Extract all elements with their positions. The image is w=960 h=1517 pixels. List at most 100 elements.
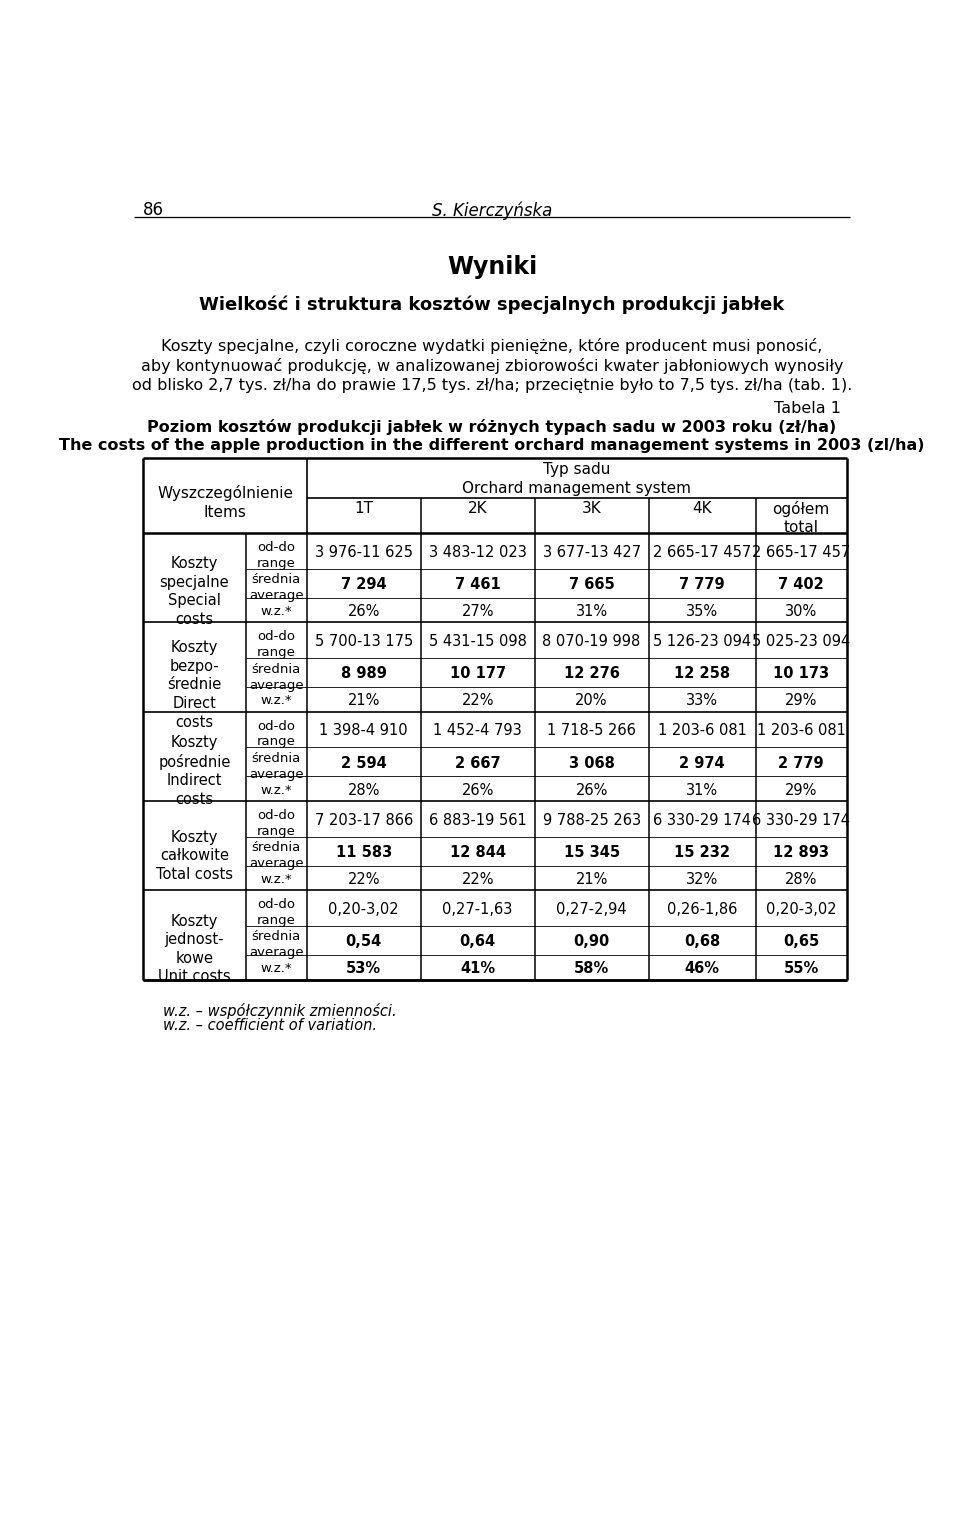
Text: Koszty
bezpo-
średnie
Direct
costs: Koszty bezpo- średnie Direct costs [167,640,222,730]
Text: ogółem
total: ogółem total [773,501,829,536]
Text: w.z.*: w.z.* [260,962,292,975]
Text: Koszty
specjalne
Special
costs: Koszty specjalne Special costs [159,557,229,627]
Text: 3 483-12 023: 3 483-12 023 [429,545,527,560]
Text: średnia
average: średnia average [249,840,303,871]
Text: 0,27-2,94: 0,27-2,94 [556,903,627,916]
Text: 0,20-3,02: 0,20-3,02 [766,903,836,916]
Text: 1 398-4 910: 1 398-4 910 [320,724,408,739]
Text: 7 461: 7 461 [455,576,500,592]
Text: 0,68: 0,68 [684,934,720,950]
Text: 1 203-6 081: 1 203-6 081 [658,724,747,739]
Text: 29%: 29% [785,693,817,708]
Text: w.z.*: w.z.* [260,695,292,707]
Text: 0,27-1,63: 0,27-1,63 [443,903,513,916]
Text: 3 068: 3 068 [568,755,614,771]
Text: 21%: 21% [348,693,380,708]
Text: 5 431-15 098: 5 431-15 098 [429,634,527,649]
Text: 1 203-6 081: 1 203-6 081 [756,724,846,739]
Text: S. Kierczyńska: S. Kierczyńska [432,202,552,220]
Text: 5 700-13 175: 5 700-13 175 [315,634,413,649]
Text: 8 070-19 998: 8 070-19 998 [542,634,640,649]
Text: 6 330-29 174: 6 330-29 174 [753,813,851,828]
Text: 22%: 22% [462,872,493,887]
Text: 9 788-25 263: 9 788-25 263 [542,813,640,828]
Text: 1T: 1T [354,501,373,516]
Text: 86: 86 [143,202,164,220]
Text: 15 232: 15 232 [674,845,730,860]
Text: 7 294: 7 294 [341,576,387,592]
Text: Wyniki: Wyniki [446,255,538,279]
Text: 10 173: 10 173 [773,666,829,681]
Text: od blisko 2,7 tys. zł/ha do prawie 17,5 tys. zł/ha; przeciętnie było to 7,5 tys.: od blisko 2,7 tys. zł/ha do prawie 17,5 … [132,378,852,393]
Text: 0,65: 0,65 [783,934,819,950]
Text: The costs of the apple production in the different orchard management systems in: The costs of the apple production in the… [60,438,924,452]
Text: 6 883-19 561: 6 883-19 561 [429,813,526,828]
Text: w.z. – współczynnik zmienności.: w.z. – współczynnik zmienności. [162,1003,396,1019]
Text: 29%: 29% [785,783,817,798]
Text: 22%: 22% [348,872,380,887]
Text: 2 665-17 457: 2 665-17 457 [752,545,851,560]
Text: 7 402: 7 402 [779,576,824,592]
Text: od-do
range: od-do range [256,630,296,660]
Text: 12 844: 12 844 [449,845,506,860]
Text: 0,64: 0,64 [460,934,495,950]
Text: w.z.*: w.z.* [260,784,292,796]
Text: Koszty specjalne, czyli coroczne wydatki pieniężne, które producent musi ponosić: Koszty specjalne, czyli coroczne wydatki… [161,338,823,353]
Text: 15 345: 15 345 [564,845,619,860]
Text: 4K: 4K [692,501,711,516]
Text: 33%: 33% [686,693,718,708]
Text: 30%: 30% [785,604,817,619]
Text: Koszty
jednost-
kowe
Unit costs: Koszty jednost- kowe Unit costs [158,913,230,985]
Text: Wyszczególnienie
Items: Wyszczególnienie Items [157,485,293,520]
Text: 55%: 55% [783,962,819,977]
Text: 31%: 31% [686,783,718,798]
Text: 3 677-13 427: 3 677-13 427 [542,545,640,560]
Text: Poziom kosztów produkcji jabłek w różnych typach sadu w 2003 roku (zł/ha): Poziom kosztów produkcji jabłek w różnyc… [148,419,836,435]
Text: 26%: 26% [462,783,493,798]
Text: 2 665-17 457: 2 665-17 457 [653,545,751,560]
Text: 31%: 31% [576,604,608,619]
Text: 0,20-3,02: 0,20-3,02 [328,903,399,916]
Text: 8 989: 8 989 [341,666,387,681]
Text: 1 452-4 793: 1 452-4 793 [433,724,522,739]
Text: 2 779: 2 779 [779,755,824,771]
Text: 21%: 21% [575,872,608,887]
Text: średnia
average: średnia average [249,930,303,959]
Text: 7 203-17 866: 7 203-17 866 [315,813,413,828]
Text: od-do
range: od-do range [256,809,296,837]
Text: Koszty
pośrednie
Indirect
costs: Koszty pośrednie Indirect costs [158,734,230,807]
Text: od-do
range: od-do range [256,719,296,748]
Text: 20%: 20% [575,693,608,708]
Text: 2K: 2K [468,501,488,516]
Text: 22%: 22% [462,693,493,708]
Text: 5 126-23 094: 5 126-23 094 [653,634,751,649]
Text: 0,90: 0,90 [573,934,610,950]
Text: 2 974: 2 974 [680,755,725,771]
Text: średnia
average: średnia average [249,573,303,602]
Text: Koszty
całkowite
Total costs: Koszty całkowite Total costs [156,830,233,881]
Text: 27%: 27% [462,604,493,619]
Text: Typ sadu
Orchard management system: Typ sadu Orchard management system [463,463,691,496]
Text: w.z.*: w.z.* [260,874,292,886]
Text: 35%: 35% [686,604,718,619]
Text: 11 583: 11 583 [336,845,392,860]
Text: Wielkość i struktura kosztów specjalnych produkcji jabłek: Wielkość i struktura kosztów specjalnych… [200,296,784,314]
Text: 10 177: 10 177 [449,666,506,681]
Text: 12 276: 12 276 [564,666,619,681]
Text: w.z. – coefficient of variation.: w.z. – coefficient of variation. [162,1018,376,1033]
Text: od-do
range: od-do range [256,542,296,570]
Text: 28%: 28% [785,872,817,887]
Text: 2 667: 2 667 [455,755,500,771]
Text: 32%: 32% [685,872,718,887]
Text: 58%: 58% [574,962,610,977]
Text: 7 779: 7 779 [680,576,725,592]
Text: Tabela 1: Tabela 1 [774,402,841,417]
Text: 28%: 28% [348,783,380,798]
Text: w.z.*: w.z.* [260,605,292,617]
Text: 5 025-23 094: 5 025-23 094 [752,634,851,649]
Text: 41%: 41% [460,962,495,977]
Text: 1 718-5 266: 1 718-5 266 [547,724,636,739]
Text: 3K: 3K [582,501,602,516]
Text: średnia
average: średnia average [249,663,303,692]
Text: 2 594: 2 594 [341,755,387,771]
